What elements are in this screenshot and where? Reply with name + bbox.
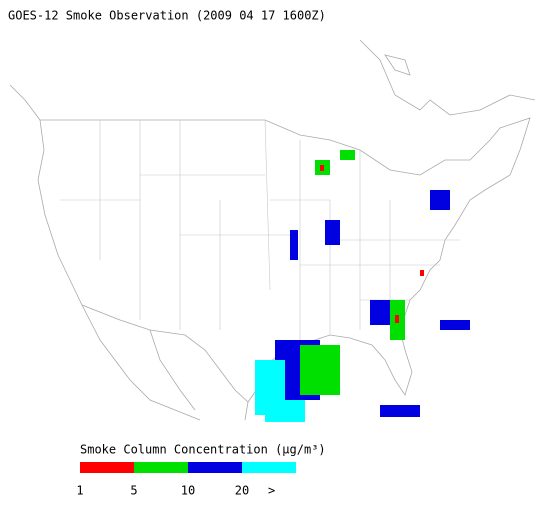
state-lines <box>60 119 460 345</box>
smoke-area <box>320 165 324 171</box>
smoke-area <box>370 300 390 325</box>
smoke-area <box>300 345 340 395</box>
smoke-area <box>430 190 450 210</box>
smoke-area <box>420 270 424 276</box>
smoke-areas <box>255 150 470 422</box>
colorbar-label: 1 <box>76 484 83 498</box>
smoke-area <box>380 405 420 417</box>
colorbar-segment <box>188 462 242 473</box>
colorbar-segment <box>134 462 188 473</box>
smoke-area <box>290 230 298 260</box>
smoke-area <box>265 400 305 422</box>
colorbar-segment <box>80 462 134 473</box>
colorbar-label: 5 <box>130 484 137 498</box>
smoke-area <box>395 315 399 323</box>
smoke-area <box>325 220 340 245</box>
colorbar-label: 10 <box>181 484 195 498</box>
legend-title: Smoke Column Concentration (μg/m³) <box>80 443 326 457</box>
mexico-outline <box>81 304 249 421</box>
canada-outline <box>9 39 536 121</box>
smoke-area <box>440 320 470 330</box>
colorbar-label: 20 <box>235 484 249 498</box>
colorbar-label: > <box>268 484 275 498</box>
basemap <box>9 39 536 421</box>
colorbar-segment <box>242 462 296 473</box>
colorbar: 1 5 10 20 > <box>76 462 296 498</box>
smoke-area <box>340 150 355 160</box>
map-title: GOES-12 Smoke Observation (2009 04 17 16… <box>8 9 326 23</box>
